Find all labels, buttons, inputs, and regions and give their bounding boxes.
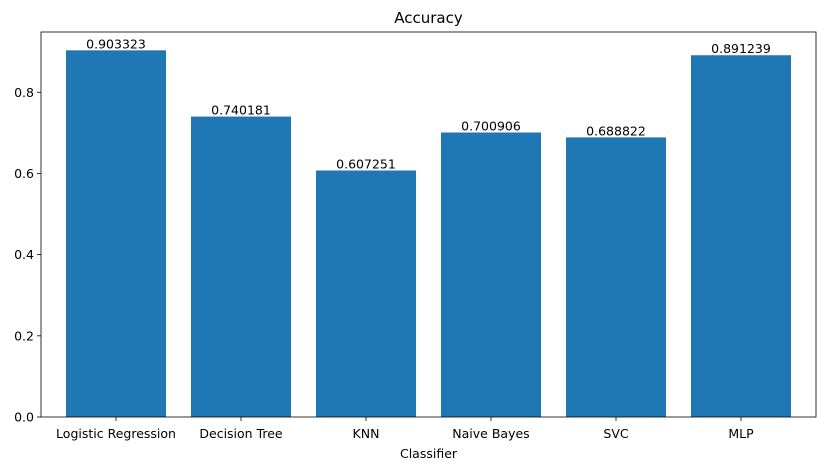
bar: [191, 116, 291, 417]
y-tick-label: 0.6: [14, 166, 34, 181]
bar: [566, 137, 666, 417]
x-axis-title: Classifier: [400, 446, 458, 461]
bar-value-label: 0.607251: [336, 157, 396, 172]
x-tick-label: MLP: [728, 426, 754, 441]
x-tick-label: Logistic Regression: [56, 426, 176, 441]
axes-frame: [40, 31, 817, 418]
bar-value-label: 0.891239: [711, 41, 771, 56]
y-tick-label: 0.2: [14, 328, 34, 343]
y-tick-label: 0.4: [14, 247, 34, 262]
x-tick-label: KNN: [353, 426, 380, 441]
bar: [441, 132, 541, 417]
y-tick-label: 0.0: [14, 410, 34, 425]
bar: [316, 170, 416, 417]
plot-area: 0.903323 0.740181 0.607251 0.700906 0.688822…: [14, 31, 817, 441]
y-tick-label: 0.8: [14, 85, 34, 100]
bar-value-label: 0.740181: [211, 103, 271, 118]
bar: [66, 50, 166, 418]
bar: [691, 55, 791, 418]
x-tick-label: Decision Tree: [199, 426, 283, 441]
bar-value-label: 0.688822: [586, 123, 646, 138]
bar-value-label: 0.700906: [461, 119, 521, 134]
bar-value-label: 0.903323: [86, 36, 146, 51]
x-tick-label: SVC: [603, 426, 628, 441]
x-tick-label: Naive Bayes: [452, 426, 529, 441]
chart-title: Accuracy: [394, 9, 463, 27]
